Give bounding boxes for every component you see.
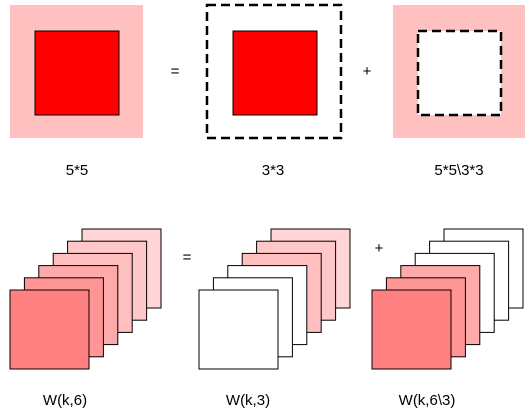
stack-w-k-6 <box>9 228 162 370</box>
inner-red-square <box>34 30 120 116</box>
equals-sign-top: = <box>171 63 180 80</box>
label-3x3: 3*3 <box>262 162 285 179</box>
stack-w-k-6-minus-3 <box>371 228 524 370</box>
label-w-k-6: W(k,6) <box>43 392 87 409</box>
plus-sign-top: + <box>363 63 372 80</box>
center-kernel-3x3 <box>205 3 343 140</box>
label-5x5-minus-3x3: 5*5\3*3 <box>434 162 483 179</box>
ring-kernel-5x5-minus-3x3 <box>393 5 525 138</box>
inner-red-square <box>232 30 318 116</box>
filter-layer-1 <box>371 289 452 370</box>
label-w-k-6-minus-3: W(k,6\3) <box>399 392 456 409</box>
label-w-k-3: W(k,3) <box>226 392 270 409</box>
stack-w-k-3 <box>198 228 351 370</box>
dashed-hollow-center <box>416 29 503 117</box>
label-5x5: 5*5 <box>66 162 89 179</box>
filter-layer-1 <box>9 289 90 370</box>
full-kernel-5x5 <box>10 5 143 138</box>
plus-sign-bottom: + <box>375 240 384 257</box>
filter-layer-1 <box>198 289 279 370</box>
equals-sign-bottom: = <box>183 249 192 266</box>
dashed-outline-square <box>205 3 343 140</box>
